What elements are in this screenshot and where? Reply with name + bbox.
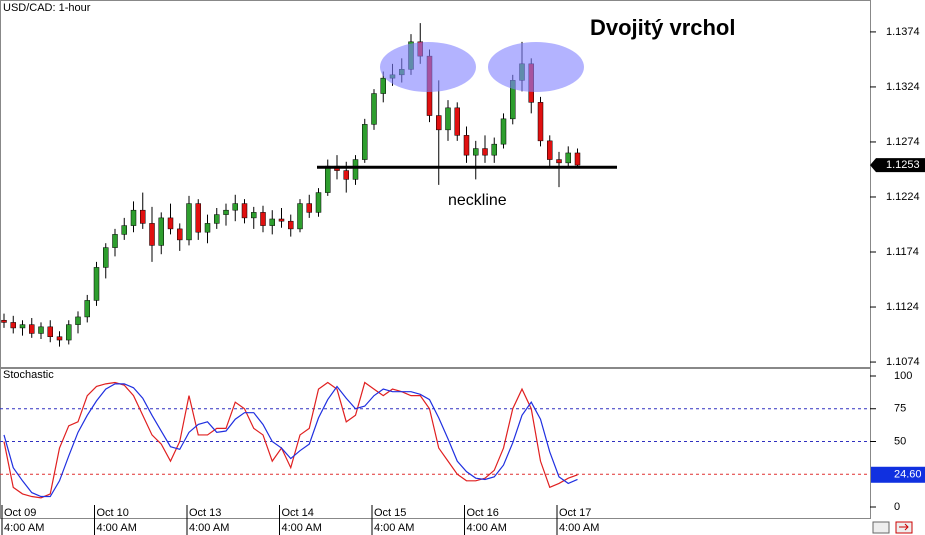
candle-body — [482, 148, 488, 156]
candle-body — [149, 223, 155, 246]
candle-body — [251, 212, 257, 219]
x-tick-label: Oct 13 4:00 AM — [189, 507, 229, 534]
candle-body — [473, 148, 479, 156]
candle-body — [38, 326, 44, 334]
candle-body — [565, 152, 571, 164]
panel-title: Stochastic — [3, 369, 54, 381]
y-tick-label: 0 — [894, 501, 900, 513]
candle-body — [10, 322, 16, 329]
peak-highlight — [488, 42, 584, 92]
candle-body — [362, 124, 368, 160]
candle-body — [500, 118, 507, 145]
candle-body — [463, 135, 470, 156]
y-tick-label: 1.1374 — [886, 26, 920, 38]
candle-body — [195, 203, 201, 233]
y-tick-label: 75 — [894, 403, 906, 415]
candle-body — [325, 165, 331, 193]
candle-body — [306, 203, 312, 213]
candle-body — [343, 170, 349, 180]
candle-body — [130, 209, 137, 226]
candle-body — [186, 203, 192, 241]
candle-body — [75, 316, 81, 325]
annotation-title: Dvojitý vrchol — [590, 15, 735, 40]
candle-body — [66, 324, 72, 341]
value-label-box — [871, 466, 925, 483]
candle-body — [56, 336, 63, 341]
y-tick-label: 1.1224 — [886, 191, 920, 203]
candle-body — [278, 218, 285, 222]
candle-body — [47, 326, 53, 337]
candle-body — [112, 234, 118, 248]
toolbar-icons[interactable] — [872, 521, 913, 534]
candle-body — [1, 319, 7, 323]
icon-arrow — [899, 523, 909, 531]
candle-body — [371, 93, 377, 125]
candle-body — [204, 223, 211, 233]
candle-body — [288, 220, 294, 230]
y-tick-label: 50 — [894, 435, 906, 447]
candle-body — [167, 217, 174, 230]
x-tick-label: Oct 15 4:00 AM — [374, 507, 414, 534]
candle-body — [93, 267, 100, 301]
candle-body — [537, 102, 544, 142]
x-tick-label: Oct 14 4:00 AM — [282, 507, 322, 534]
x-tick-label: Oct 09 4:00 AM — [4, 507, 44, 534]
x-tick-label: Oct 16 4:00 AM — [467, 507, 507, 534]
title-bg — [1, 1, 89, 15]
candle-body — [454, 107, 460, 136]
y-tick-label: 1.1124 — [886, 301, 919, 313]
x-tick-label: Oct 17 4:00 AM — [559, 507, 599, 534]
neckline-label: neckline — [448, 192, 507, 209]
candle-body — [140, 209, 146, 224]
candle-body — [121, 225, 127, 235]
candle-body — [19, 324, 26, 329]
stochastic-panel — [0, 368, 871, 519]
y-tick-label: 1.1324 — [886, 81, 920, 93]
title-bg — [1, 369, 53, 382]
candle-body — [574, 152, 581, 166]
last-price-box — [870, 158, 925, 173]
candle-body — [177, 228, 183, 241]
y-tick-label: 1.1274 — [886, 136, 920, 148]
candle-body — [214, 214, 220, 224]
candle-body — [29, 324, 35, 334]
candle-body — [241, 203, 248, 219]
stochastic-line — [3, 383, 578, 498]
x-tick-label: Oct 10 4:00 AM — [97, 507, 137, 534]
candle-body — [491, 143, 497, 156]
candle-body — [103, 247, 109, 268]
candle-body — [352, 159, 359, 180]
candle-body — [297, 203, 303, 230]
candle-body — [436, 115, 442, 131]
panel-title: USD/CAD: 1-hour — [3, 2, 91, 14]
value-label: 24.60 — [894, 469, 922, 481]
y-tick-label: 1.1074 — [886, 356, 920, 368]
peak-highlight — [380, 42, 476, 92]
candle-body — [158, 217, 164, 246]
candle-body — [223, 209, 229, 215]
last-price-label: 1.1253 — [886, 159, 920, 171]
candle-body — [260, 212, 266, 226]
candle-body — [315, 192, 322, 213]
candle-body — [556, 159, 562, 164]
y-tick-label: 100 — [894, 370, 912, 382]
candle-body — [84, 300, 90, 318]
icon[interactable] — [872, 521, 890, 534]
candle-body — [547, 140, 553, 160]
candle-body — [445, 107, 451, 131]
candle-body — [380, 77, 386, 94]
candle-body — [269, 218, 275, 226]
candle-body — [232, 203, 238, 211]
y-tick-label: 1.1174 — [886, 246, 919, 258]
